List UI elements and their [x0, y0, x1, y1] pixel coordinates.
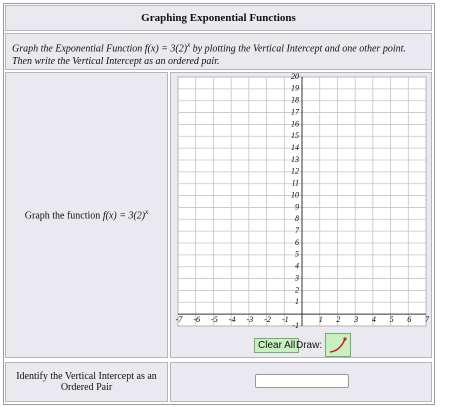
y-tick-label: 7 — [295, 226, 300, 235]
x-tick-label: 4 — [372, 315, 376, 324]
clear-button[interactable]: Clear All — [254, 338, 300, 353]
x-tick-label: -7 — [176, 315, 184, 324]
instr-exponent: x — [187, 41, 191, 49]
y-tick-label: 9 — [295, 202, 299, 211]
prompt-text: Graph the function — [24, 210, 101, 222]
y-tick-label: 5 — [295, 250, 299, 259]
y-tick-label: 1 — [295, 297, 299, 306]
draw-icon — [329, 337, 347, 353]
instr-after: by plotting the Vertical Intercept and o… — [12, 43, 406, 68]
draw-label: Draw: — [296, 340, 323, 351]
y-tick-label: 2 — [295, 285, 299, 294]
y-tick-label: 6 — [295, 238, 299, 247]
x-tick-label: 1 — [319, 315, 323, 324]
x-tick-label: -2 — [264, 315, 271, 324]
y-tick-label: -1 — [292, 321, 299, 330]
y-tick-label: 3 — [294, 273, 299, 282]
draw-tool[interactable] — [325, 333, 351, 357]
y-tick-label: 19 — [291, 84, 299, 93]
y-tick-label: 14 — [291, 143, 299, 152]
y-tick-label: 8 — [295, 214, 299, 223]
y-tick-label: 15 — [291, 131, 299, 140]
y-tick-label: 16 — [291, 119, 299, 128]
title: Graphing Exponential Functions — [141, 12, 296, 24]
instructions: Graph the Exponential Function f(x) = 3(… — [5, 33, 432, 70]
y-tick-label: 4 — [295, 262, 299, 271]
header: Graphing Exponential Functions — [5, 5, 432, 31]
x-tick-label: 3 — [353, 315, 358, 324]
x-tick-label: -6 — [193, 315, 200, 324]
x-tick-label: 2 — [336, 315, 340, 324]
x-tick-label: 7 — [425, 315, 430, 324]
y-tick-label: 18 — [291, 96, 299, 105]
instr-before: Graph the Exponential Function — [12, 43, 143, 55]
prompt-exponent: x — [145, 208, 149, 217]
prompt-function: f(x) = 3(2) — [102, 210, 146, 222]
x-tick-label: -5 — [211, 315, 218, 324]
graph-prompt: Graph the function f(x) = 3(2)x — [25, 208, 148, 221]
instr-function: f(x) = 3(2) — [144, 43, 188, 55]
answer-input[interactable] — [255, 374, 349, 388]
y-tick-label: 13 — [291, 155, 299, 164]
answer-prompt-cell: Identify the Vertical Intercept as an Or… — [5, 362, 168, 402]
y-tick-label: 17 — [291, 107, 300, 116]
x-tick-label: 6 — [407, 315, 411, 324]
x-tick-label: -4 — [229, 315, 236, 324]
x-tick-label: -1 — [282, 315, 289, 324]
x-tick-label: 5 — [390, 315, 394, 324]
y-tick-label: 10 — [291, 190, 299, 199]
y-tick-label: 20 — [291, 72, 299, 81]
x-tick-label: -3 — [247, 315, 254, 324]
graph-prompt-cell: Graph the function f(x) = 3(2)x — [5, 72, 168, 358]
answer-prompt: Identify the Vertical Intercept as an Or… — [16, 371, 157, 393]
y-tick-label: 11 — [292, 179, 299, 188]
y-tick-label: 12 — [291, 167, 299, 176]
